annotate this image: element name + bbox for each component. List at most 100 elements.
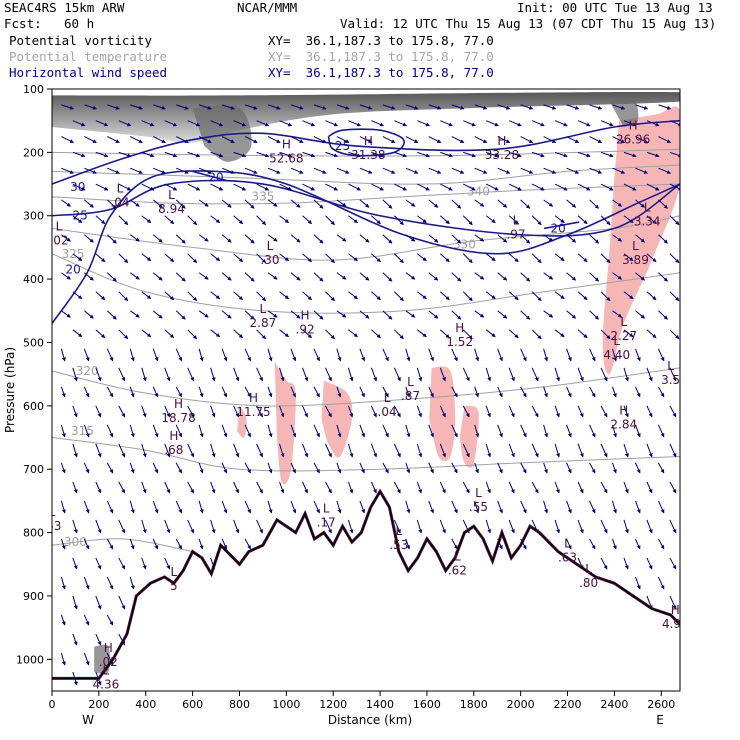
- x-tick-label: 2200: [554, 698, 582, 711]
- wind-vector-arrow: [290, 104, 304, 110]
- wind-vector-arrow: [347, 481, 354, 494]
- extremum-type: H: [301, 308, 310, 322]
- wind-vector-arrow: [60, 348, 66, 362]
- wind-vector-arrow: [267, 167, 281, 174]
- wind-vector-arrow: [221, 462, 228, 474]
- wind-vector-arrow: [187, 481, 195, 494]
- wind-vector-arrow: [198, 199, 209, 207]
- wind-vector-arrow: [221, 167, 235, 174]
- wind-vector-arrow: [313, 167, 327, 174]
- wind-vector-arrow: [463, 183, 476, 191]
- wind-vector-arrow: [164, 443, 171, 458]
- wind-vector-arrow: [451, 234, 462, 244]
- wind-vector-arrow: [95, 519, 102, 534]
- wind-vector-arrow: [267, 386, 273, 398]
- wind-vector-arrow: [61, 310, 71, 318]
- wind-vector-arrow: [210, 367, 216, 382]
- wind-vector-arrow: [313, 424, 320, 438]
- wind-vector-arrow: [106, 310, 117, 320]
- wind-vector-arrow: [600, 557, 608, 570]
- wind-vector-arrow: [72, 329, 83, 338]
- wind-vector-arrow: [313, 310, 324, 320]
- wind-vector-arrow: [267, 348, 273, 362]
- wind-vector-arrow: [520, 386, 527, 398]
- wind-vector-arrow: [61, 199, 71, 207]
- theta-contour-line: [52, 367, 680, 407]
- wind-vector-arrow: [61, 272, 71, 280]
- wind-vector-arrow: [325, 481, 332, 494]
- wind-vector-arrow: [83, 576, 90, 590]
- wind-vector-arrow: [439, 443, 446, 458]
- wind-vector-arrow: [187, 405, 195, 418]
- wind-vector-arrow: [554, 519, 560, 534]
- wind-vector-arrow: [118, 519, 126, 534]
- wind-vector-arrow: [279, 253, 290, 262]
- wind-vector-arrow: [325, 443, 332, 458]
- wind-vector-arrow: [669, 367, 677, 382]
- wind-vector-arrow: [348, 151, 362, 158]
- wind-vector-arrow: [623, 215, 634, 224]
- wind-vector-arrow: [152, 538, 159, 550]
- wind-vector-arrow: [485, 443, 492, 458]
- wind-vector-arrow: [256, 291, 267, 302]
- y-axis-label: Pressure (hPa): [3, 347, 17, 433]
- wind-vector-arrow: [244, 348, 251, 362]
- wind-vector-arrow: [508, 215, 519, 225]
- wind-vector-arrow: [520, 234, 531, 244]
- wind-vector-arrow: [175, 272, 186, 282]
- wind-vector-arrow: [221, 386, 228, 398]
- theta-contour-label: 320: [76, 364, 99, 378]
- wind-vector-arrow: [405, 348, 411, 362]
- wind-vector-arrow: [657, 500, 665, 514]
- pv-grey-region: [609, 97, 639, 128]
- wind-vector-arrow: [394, 183, 407, 191]
- wind-vector-arrow: [577, 443, 584, 458]
- wind-vector-arrow: [417, 291, 427, 300]
- wind-vector-arrow: [72, 120, 86, 127]
- wind-vector-arrow: [462, 329, 473, 340]
- wind-vector-arrow: [417, 329, 427, 338]
- wind-vector-arrow: [233, 151, 247, 158]
- pv-positive-region: [274, 361, 296, 485]
- wind-vector-arrow: [451, 348, 458, 362]
- wind-vector-arrow: [508, 253, 519, 263]
- wind-vector-arrow: [428, 167, 442, 174]
- wind-vector-arrow: [187, 120, 201, 127]
- x-tick-label: 2600: [647, 698, 675, 711]
- extremum-type: L: [384, 391, 391, 405]
- theta-contour-line: [52, 164, 680, 185]
- wind-vector-arrow: [382, 104, 396, 110]
- extremum-type: L: [103, 663, 110, 677]
- wind-vector-arrow: [474, 500, 480, 514]
- wind-vector-arrow: [669, 253, 680, 264]
- wind-vector-arrow: [509, 151, 522, 158]
- wind-vector-arrow: [657, 424, 665, 438]
- wind-vector-arrow: [497, 272, 508, 281]
- wind-vector-arrow: [497, 104, 511, 110]
- extremum-type: L: [454, 549, 461, 563]
- wind-vector-arrow: [176, 104, 189, 110]
- wind-vector-arrow: [279, 329, 290, 338]
- wind-vector-arrow: [256, 215, 267, 226]
- wind-vector-arrow: [359, 167, 373, 174]
- wind-vector-arrow: [531, 120, 545, 127]
- wind-vector-arrow: [371, 151, 385, 158]
- pv-positive-region: [321, 380, 353, 458]
- wind-vector-arrow: [554, 481, 560, 494]
- wind-vector-arrow: [359, 348, 366, 362]
- wind-vector-arrow: [267, 272, 278, 280]
- wind-vector-arrow: [290, 500, 297, 514]
- wind-vector-arrow: [382, 310, 393, 320]
- wind-vector-arrow: [210, 151, 224, 158]
- wind-vector-arrow: [428, 104, 442, 110]
- wind-vector-arrow: [187, 329, 198, 340]
- wind-vector-arrow: [474, 386, 479, 398]
- wind-vector-arrow: [612, 462, 617, 474]
- theta-contour-label: 340: [467, 185, 490, 199]
- wind-vector-arrow: [508, 481, 515, 494]
- pv-positive-region: [459, 405, 479, 468]
- wind-vector-arrow: [416, 519, 423, 534]
- wind-vector-arrow: [60, 576, 66, 590]
- wind-vector-arrow: [221, 199, 232, 208]
- wind-vector-arrow: [474, 310, 485, 318]
